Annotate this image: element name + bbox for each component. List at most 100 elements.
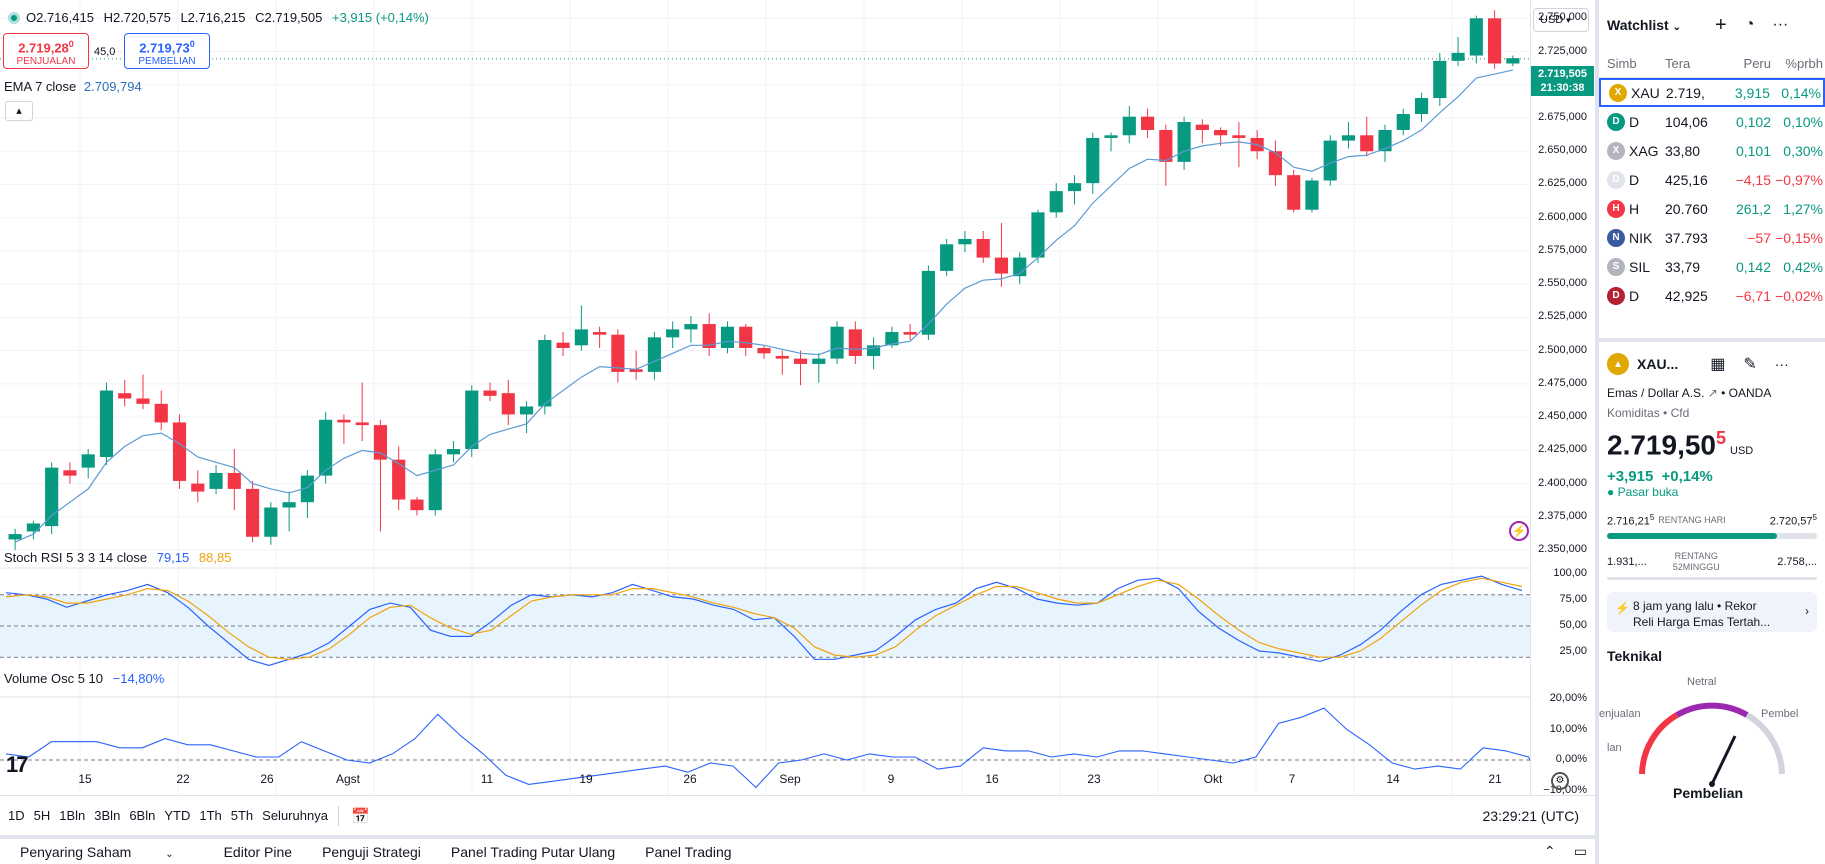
watchlist-change: 0,102 <box>1735 113 1771 130</box>
candle <box>593 332 607 335</box>
pie-chart-icon[interactable]: ◔ <box>1744 16 1755 33</box>
silver-icon: X <box>1607 141 1625 160</box>
tab-stock-screener[interactable]: Penyaring Saham ⌄ <box>20 843 174 860</box>
grid-icon[interactable]: ▦ <box>1710 356 1726 373</box>
timeframe-5th[interactable]: 5Th <box>230 808 254 823</box>
candle <box>1378 129 1392 152</box>
volosc-legend[interactable]: Volume Osc 5 10 −14,80% <box>4 671 165 686</box>
collapse-legend-button[interactable]: ▴ <box>5 101 33 121</box>
calendar-icon[interactable]: 📅 <box>350 807 370 825</box>
timeframe-ytd[interactable]: YTD <box>164 808 191 823</box>
price-tick: 2.425,000 <box>1538 443 1587 456</box>
timeframe-1d[interactable]: 1D <box>8 808 25 823</box>
ema-legend[interactable]: EMA 7 close 2.709,794 <box>4 79 142 94</box>
candle <box>300 475 314 503</box>
candle <box>172 422 187 481</box>
news-card[interactable]: ⚡ 8 jam yang lalu • Rekor Reli Harga Ema… <box>1607 592 1817 632</box>
time-tick: 21 <box>1488 772 1502 786</box>
chart-area[interactable]: O2.716,415 H2.720,575 L2.716,215 C2.719,… <box>0 0 1595 795</box>
watchlist-row[interactable]: X XAG 33,80 0,101 0,30% <box>1599 136 1825 165</box>
candle <box>574 329 588 346</box>
price-axis[interactable]: USD ▾ 2.750,0002.725,0002.700,0002.675,0… <box>1530 0 1595 795</box>
col-last[interactable]: Tera <box>1665 56 1691 71</box>
watchlist-row[interactable]: D D 42,925 −6,71 −0,02% <box>1599 281 1825 310</box>
gauge-sell: enjualan <box>1599 708 1641 720</box>
time-tick: 19 <box>579 772 593 786</box>
watchlist-row[interactable]: D D 425,16 −4,15 −0,97% <box>1599 165 1825 194</box>
maximize-icon[interactable]: ▭ <box>1573 843 1587 859</box>
time-tick: 22 <box>176 772 190 786</box>
candle <box>1287 175 1301 210</box>
external-link-icon[interactable]: ↗ <box>1707 386 1718 400</box>
timeframe-1bln[interactable]: 1Bln <box>59 808 86 823</box>
buy-button[interactable]: 2.719,730 PEMBELIAN <box>124 33 210 69</box>
ema-value: 2.709,794 <box>83 79 142 94</box>
price-tick: 2.500,000 <box>1538 343 1587 356</box>
watchlist-title[interactable]: Watchlist ⌄ <box>1607 17 1681 33</box>
market-status: Pasar buka <box>1617 485 1679 499</box>
volosc-tick: 0,00% <box>1555 753 1587 765</box>
watchlist-row[interactable]: H H 20.760 261,2 1,27% <box>1599 194 1825 223</box>
s-icon: D <box>1607 170 1625 189</box>
time-tick: 7 <box>1288 772 1296 786</box>
nikkei-icon: N <box>1607 228 1625 247</box>
watchlist-change: −57 <box>1747 229 1771 246</box>
candle-countdown: 21:30:38 <box>1540 82 1585 94</box>
gauge-dial <box>1639 702 1785 787</box>
watchlist-rows: X XAU 2.719, 3,915 0,14% D D 104,06 0,102 0,10% X X… <box>1599 78 1825 310</box>
chevron-up-icon[interactable]: ⌃ <box>1544 843 1556 859</box>
tab-pine-editor[interactable]: Editor Pine <box>223 843 293 860</box>
price-tick: 2.750,000 <box>1538 11 1587 24</box>
timeframe-3bln[interactable]: 3Bln <box>94 808 121 823</box>
candle <box>45 467 59 527</box>
price-tick: 2.525,000 <box>1538 310 1587 323</box>
price-tick: 2.575,000 <box>1538 243 1587 256</box>
panel-divider[interactable] <box>1595 0 1599 864</box>
candle <box>921 270 935 335</box>
col-change[interactable]: Peru <box>1743 56 1771 71</box>
watchlist-pct: 0,14% <box>1781 84 1821 101</box>
watchlist-row[interactable]: X XAU 2.719, 3,915 0,14% <box>1599 78 1825 107</box>
technical-title[interactable]: Teknikal <box>1607 648 1662 664</box>
timeframe-5h[interactable]: 5H <box>33 808 51 823</box>
currency-select[interactable]: USD ▾ <box>1533 8 1589 32</box>
col-symbol[interactable]: Simb <box>1607 56 1637 71</box>
timeframe-seluruhnya[interactable]: Seluruhnya <box>262 808 328 823</box>
detail-name[interactable]: Emas / Dollar A.S. <box>1607 386 1705 400</box>
detail-broker[interactable]: OANDA <box>1728 386 1772 400</box>
tab-trading-panel[interactable]: Panel Trading <box>645 843 732 860</box>
settings-gear-icon[interactable]: ⚙ <box>1551 772 1569 790</box>
timeframe-1th[interactable]: 1Th <box>199 808 222 823</box>
watchlist-pct: 0,42% <box>1783 258 1823 275</box>
time-tick: 15 <box>78 772 92 786</box>
candle <box>99 390 114 457</box>
candle <box>1049 191 1063 213</box>
candle <box>775 355 789 359</box>
lightning-icon[interactable]: ⚡ <box>1509 521 1529 541</box>
price-tick: 2.625,000 <box>1538 177 1587 190</box>
price-tick: 2.450,000 <box>1538 410 1587 423</box>
more-icon[interactable]: ··· <box>1772 16 1789 33</box>
candle <box>282 502 296 508</box>
add-symbol-icon[interactable]: + <box>1715 13 1727 36</box>
sell-button[interactable]: 2.719,280 PENJUALAN <box>3 33 89 69</box>
watchlist-pct: 1,27% <box>1783 200 1823 217</box>
sell-price: 2.719,28 <box>18 40 69 56</box>
watchlist-row[interactable]: D D 104,06 0,102 0,10% <box>1599 107 1825 136</box>
tab-replay-trading[interactable]: Panel Trading Putar Ulang <box>450 843 616 860</box>
stoch-legend[interactable]: Stoch RSI 5 3 3 14 close 79,15 88,85 <box>4 550 232 565</box>
detail-symbol[interactable]: XAU... <box>1637 356 1679 372</box>
timeframe-6bln[interactable]: 6Bln <box>129 808 156 823</box>
price-chart-canvas[interactable] <box>0 0 1530 795</box>
utc-clock[interactable]: 23:29:21 (UTC) <box>1482 807 1579 824</box>
candle <box>1396 114 1410 130</box>
right-sidebar: Watchlist ⌄ + ◔ ··· Simb Tera Peru %prbh… <box>1599 0 1825 864</box>
candle <box>1086 137 1100 184</box>
watchlist-row[interactable]: N NIK 37.793 −57 −0,15% <box>1599 223 1825 252</box>
more-icon[interactable]: ··· <box>1774 356 1789 372</box>
col-pct[interactable]: %prbh <box>1785 56 1823 71</box>
tab-strategy-tester[interactable]: Penguji Strategi <box>322 843 421 860</box>
lightning-icon: ⚡ <box>1615 601 1630 615</box>
edit-icon[interactable]: ✎ <box>1743 356 1757 373</box>
watchlist-row[interactable]: S SIL 33,79 0,142 0,42% <box>1599 252 1825 281</box>
